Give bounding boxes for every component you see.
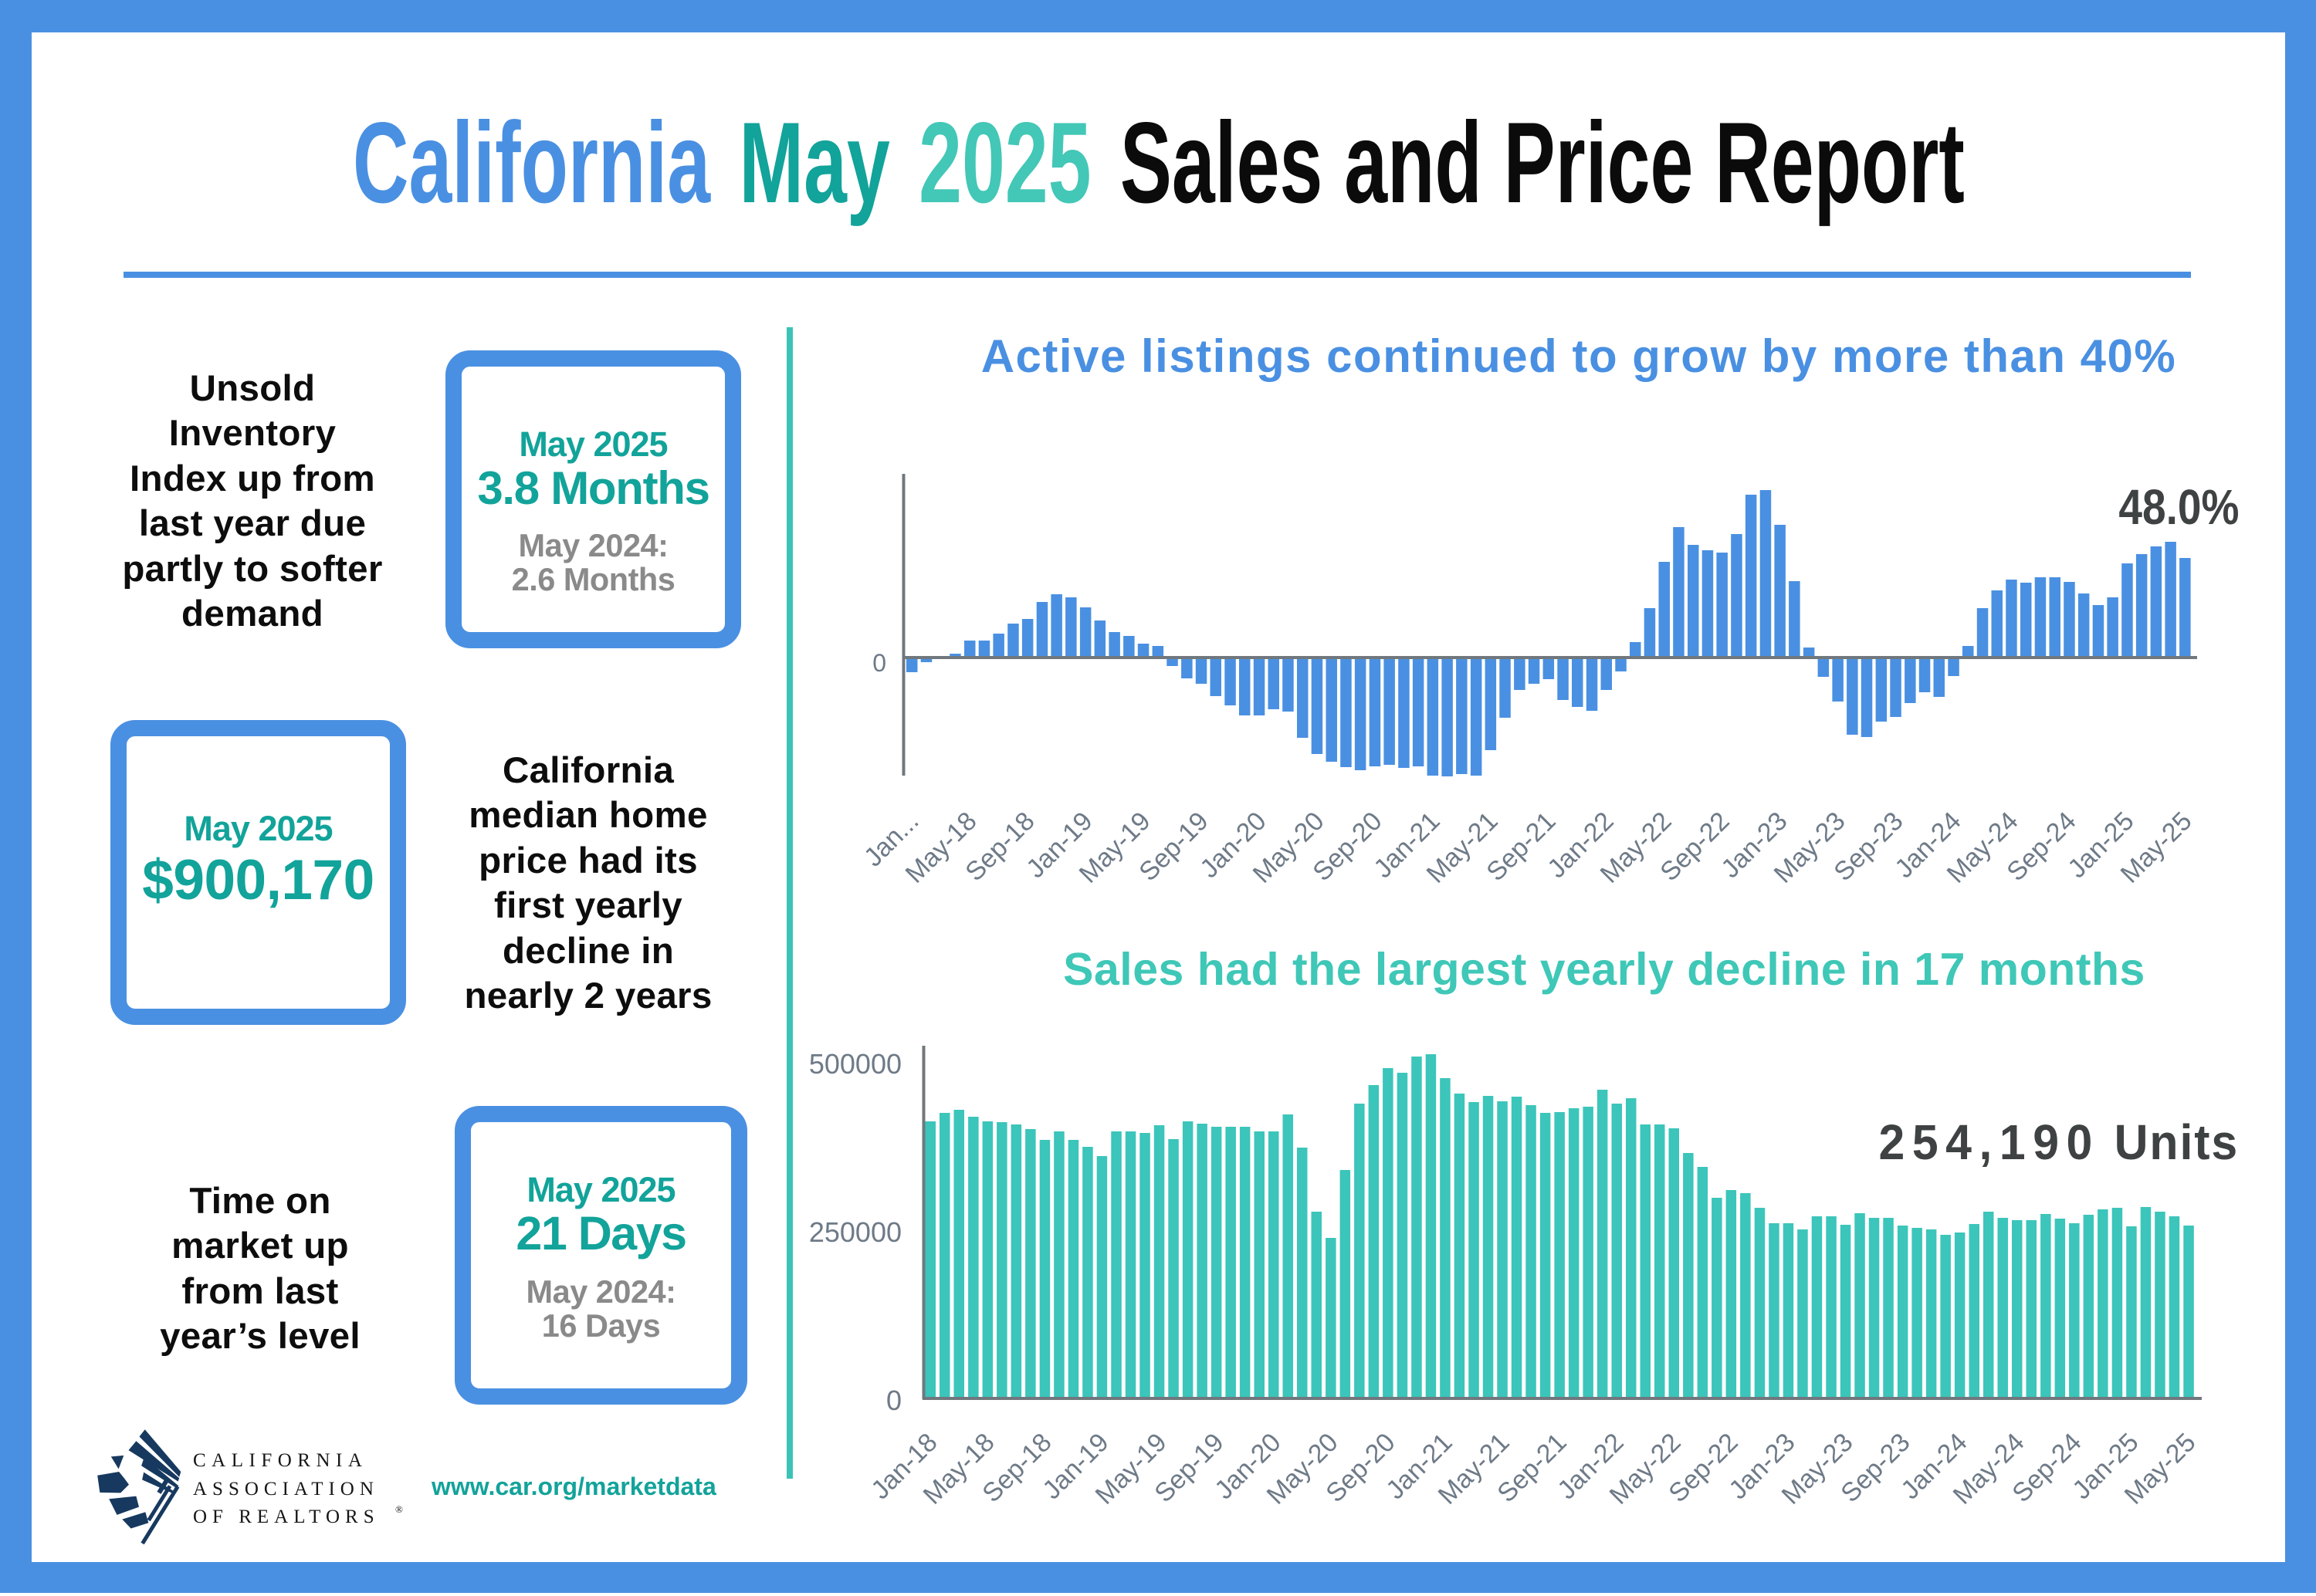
svg-text:500000: 500000: [809, 1048, 902, 1080]
svg-text:250000: 250000: [809, 1216, 902, 1248]
svg-text:OF REALTORS: OF REALTORS: [193, 1506, 380, 1527]
svg-text:CALIFORNIA: CALIFORNIA: [193, 1450, 367, 1471]
svg-text:0: 0: [872, 649, 886, 677]
svg-text:ASSOCIATION: ASSOCIATION: [193, 1479, 379, 1500]
svg-text:0: 0: [886, 1385, 902, 1416]
svg-text:®: ®: [395, 1503, 403, 1515]
